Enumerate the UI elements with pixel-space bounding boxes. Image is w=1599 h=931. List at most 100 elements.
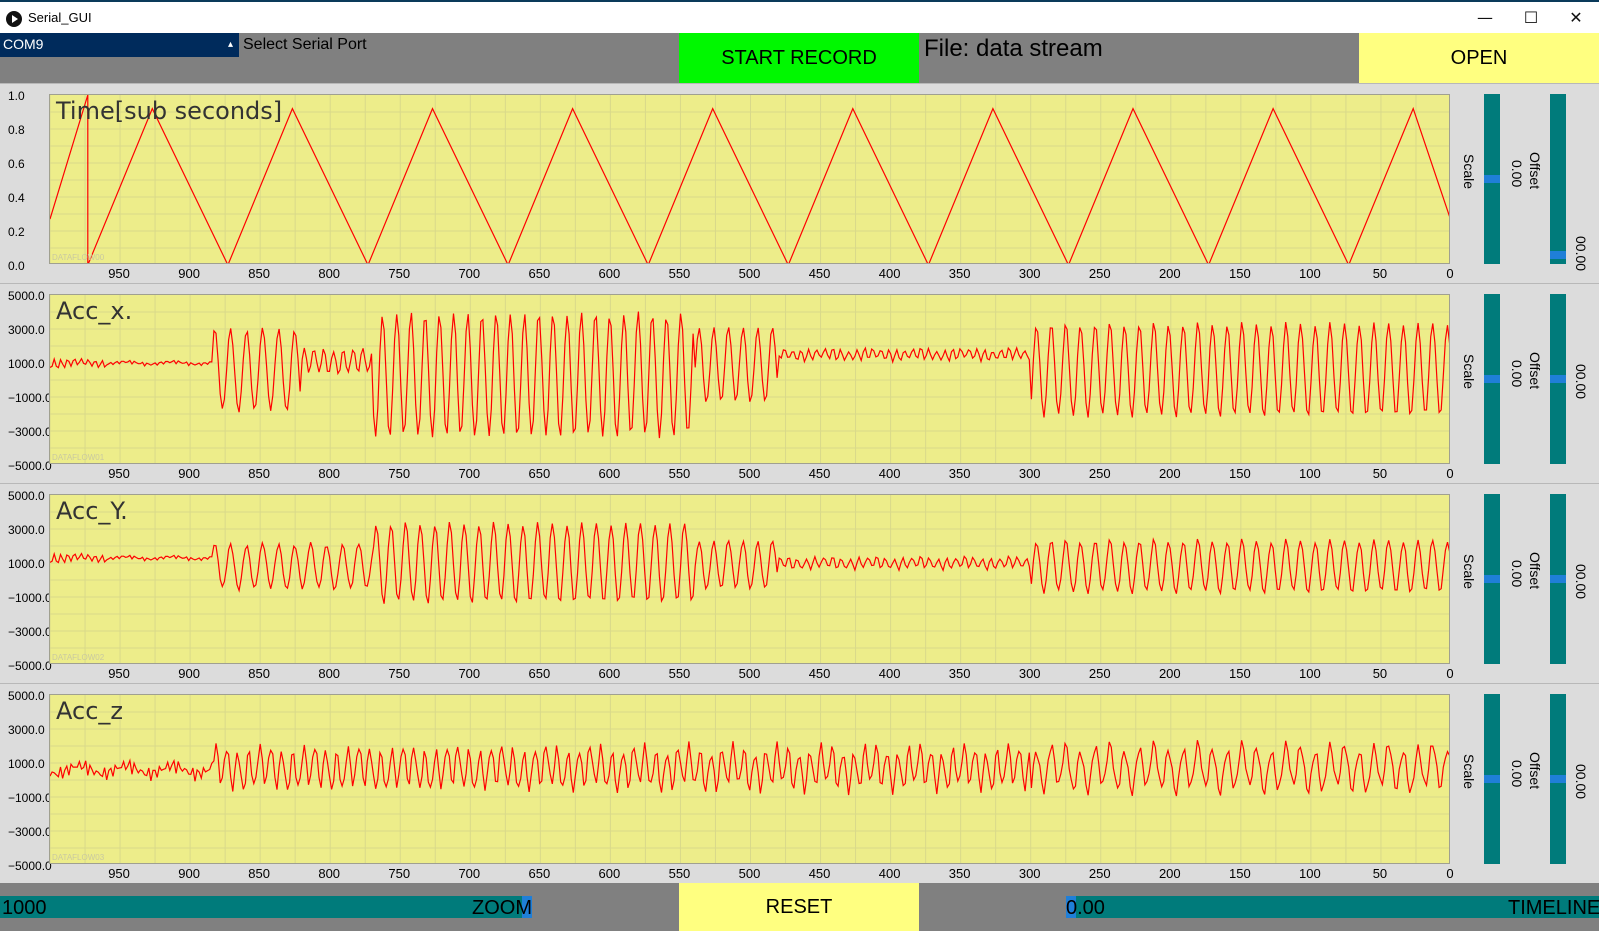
- x-tick-label: 700: [458, 266, 481, 281]
- y-tick-label: −1000.0: [8, 791, 52, 805]
- x-tick-label: 600: [598, 866, 621, 881]
- x-tick-label: 800: [318, 266, 341, 281]
- file-name-label: File: data stream: [924, 35, 1103, 62]
- start-record-button[interactable]: START RECORD: [679, 33, 919, 83]
- timeline-value: 0.00: [1066, 897, 1105, 919]
- window-title: Serial_GUI: [28, 10, 92, 25]
- x-tick-label: 50: [1372, 666, 1388, 681]
- x-tick-label: 300: [1018, 466, 1041, 481]
- x-tick-label: 550: [668, 466, 691, 481]
- x-tick-label: 850: [248, 666, 270, 681]
- offset-slider-handle[interactable]: [1550, 375, 1566, 383]
- maximize-button[interactable]: ☐: [1523, 8, 1539, 27]
- y-tick-label: −3000.0: [8, 425, 52, 439]
- chart-svg: [50, 95, 1449, 263]
- plot-id-label: DATAFLOW00: [52, 253, 105, 262]
- scale-label: Scale: [1461, 154, 1477, 190]
- scale-slider[interactable]: [1484, 494, 1500, 664]
- plot-area: Acc_Y. DATAFLOW02: [49, 494, 1450, 664]
- x-tick-label: 600: [598, 666, 621, 681]
- x-tick-label: 500: [738, 266, 761, 281]
- y-tick-label: 0.4: [8, 191, 25, 205]
- chart-svg: [50, 495, 1449, 663]
- y-tick-label: −5000.0: [8, 659, 52, 673]
- scale-slider-handle[interactable]: [1484, 375, 1500, 383]
- x-tick-label: 450: [808, 466, 831, 481]
- x-tick-label: 250: [1088, 666, 1111, 681]
- serial-port-value: COM9: [3, 36, 44, 52]
- x-tick-label: 650: [528, 666, 551, 681]
- x-tick-label: 0: [1446, 666, 1454, 681]
- x-tick-label: 400: [878, 266, 901, 281]
- offset-slider-handle[interactable]: [1550, 775, 1566, 783]
- y-tick-label: 1000.0: [8, 557, 45, 571]
- x-tick-label: 550: [668, 266, 691, 281]
- x-tick-label: 850: [248, 266, 270, 281]
- x-tick-label: 800: [318, 866, 341, 881]
- timeline-label: TIMELINE: [1508, 897, 1599, 919]
- plot-title: Acc_z: [56, 697, 123, 725]
- y-tick-label: 3000.0: [8, 723, 45, 737]
- timeline-slider[interactable]: [1066, 896, 1599, 918]
- x-tick-label: 100: [1299, 866, 1321, 881]
- x-tick-label: 150: [1228, 266, 1251, 281]
- y-tick-label: −5000.0: [8, 859, 52, 873]
- offset-slider[interactable]: [1550, 494, 1566, 664]
- offset-slider-handle[interactable]: [1550, 251, 1566, 260]
- scale-slider[interactable]: [1484, 94, 1500, 264]
- x-tick-label: 750: [388, 466, 411, 481]
- offset-slider-handle[interactable]: [1550, 575, 1566, 583]
- x-tick-label: 900: [178, 866, 200, 881]
- y-tick-label: 0.8: [8, 123, 25, 137]
- offset-value: 00.00: [1573, 236, 1589, 272]
- chart-panel: 5000.0 3000.0 1000.0 −1000.0 −3000.0 −5000.0 A…: [0, 483, 1599, 683]
- x-tick-label: 750: [388, 866, 411, 881]
- series-line: [50, 311, 1449, 439]
- timeline-slider-handle[interactable]: [1066, 896, 1076, 918]
- scale-slider-handle[interactable]: [1484, 575, 1500, 583]
- x-tick-label: 950: [108, 866, 130, 881]
- open-button[interactable]: OPEN: [1359, 33, 1599, 83]
- scale-value: 0.00: [1509, 760, 1525, 788]
- series-line: [50, 521, 1449, 604]
- x-tick-label: 950: [108, 666, 130, 681]
- zoom-slider-handle[interactable]: [522, 896, 532, 918]
- scale-value: 0.00: [1509, 160, 1525, 188]
- chart-panel: 5000.0 3000.0 1000.0 −1000.0 −3000.0 −5000.0 A…: [0, 683, 1599, 883]
- offset-value: 00.00: [1573, 564, 1589, 600]
- x-tick-label: 800: [318, 466, 341, 481]
- y-tick-label: 1000.0: [8, 757, 45, 771]
- serial-port-dropdown[interactable]: COM9 ▴: [0, 33, 239, 57]
- x-tick-label: 500: [738, 866, 761, 881]
- x-tick-label: 400: [878, 466, 901, 481]
- offset-slider[interactable]: [1550, 694, 1566, 864]
- x-tick-label: 350: [948, 866, 971, 881]
- x-tick-label: 150: [1228, 866, 1251, 881]
- x-tick-label: 450: [808, 866, 831, 881]
- scale-slider-handle[interactable]: [1484, 775, 1500, 783]
- y-tick-label: 1.0: [8, 89, 25, 103]
- y-tick-label: 0.6: [8, 157, 25, 171]
- x-tick-label: 250: [1088, 266, 1111, 281]
- minimize-button[interactable]: —: [1477, 8, 1493, 27]
- scale-slider[interactable]: [1484, 294, 1500, 464]
- x-tick-label: 150: [1228, 466, 1251, 481]
- zoom-slider[interactable]: [0, 896, 532, 918]
- y-tick-label: 0.2: [8, 225, 25, 239]
- y-tick-label: 5000.0: [8, 289, 45, 303]
- y-tick-label: 5000.0: [8, 489, 45, 503]
- window-titlebar: Serial_GUI — ☐ ✕: [0, 0, 1599, 33]
- offset-slider[interactable]: [1550, 294, 1566, 464]
- x-tick-label: 200: [1158, 666, 1181, 681]
- scale-slider[interactable]: [1484, 694, 1500, 864]
- close-button[interactable]: ✕: [1569, 8, 1583, 27]
- x-tick-label: 800: [318, 666, 341, 681]
- plot-id-label: DATAFLOW01: [52, 453, 105, 462]
- scale-slider-handle[interactable]: [1484, 175, 1500, 183]
- reset-button[interactable]: RESET: [679, 883, 919, 931]
- chart-panel: 5000.0 3000.0 1000.0 −1000.0 −3000.0 −5000.0 A…: [0, 283, 1599, 483]
- x-tick-label: 350: [948, 666, 971, 681]
- series-line: [50, 95, 1449, 263]
- offset-slider[interactable]: [1550, 94, 1566, 264]
- x-tick-label: 200: [1158, 266, 1181, 281]
